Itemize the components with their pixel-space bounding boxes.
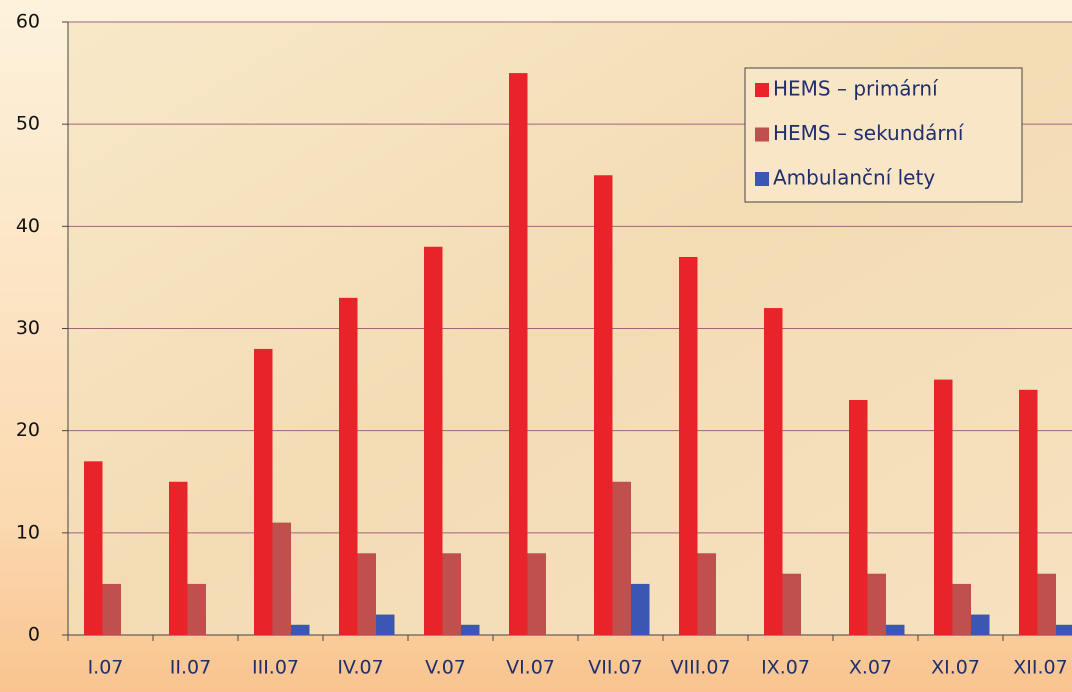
- x-tick-label: VIII.07: [670, 657, 730, 679]
- bar: [357, 553, 376, 635]
- y-tick-label: 40: [16, 215, 40, 237]
- bar: [697, 553, 716, 635]
- x-tick-label: I.07: [88, 657, 124, 679]
- bar: [84, 461, 103, 635]
- bar: [612, 481, 631, 635]
- bar: [886, 624, 905, 635]
- bar: [1019, 389, 1038, 635]
- y-tick-label: 30: [16, 317, 40, 339]
- bar: [424, 246, 443, 635]
- legend-label: Ambulanční lety: [773, 166, 935, 190]
- x-tick-label: X.07: [849, 657, 892, 679]
- bar: [849, 400, 868, 635]
- bar: [867, 573, 886, 635]
- bar: [1037, 573, 1056, 635]
- x-tick-label: IV.07: [337, 657, 383, 679]
- bar: [169, 481, 188, 635]
- legend-box: [744, 67, 1023, 203]
- y-tick-label: 20: [16, 419, 40, 441]
- bar: [679, 256, 698, 635]
- x-tick-label: IX.07: [761, 657, 810, 679]
- bar: [527, 553, 546, 635]
- bar: [254, 348, 273, 635]
- bar: [952, 583, 971, 635]
- bar: [509, 73, 528, 636]
- legend-label: HEMS – primární: [773, 77, 939, 101]
- x-tick-label: II.07: [170, 657, 211, 679]
- x-tick-label: VI.07: [506, 657, 555, 679]
- bar: [461, 624, 480, 635]
- bar: [764, 308, 783, 635]
- x-tick-label: XI.07: [931, 657, 980, 679]
- bar: [102, 583, 121, 635]
- bar: [339, 297, 358, 635]
- y-tick-label: 50: [16, 113, 40, 135]
- bar: [594, 175, 613, 635]
- bar: [971, 614, 990, 635]
- legend-swatch: [755, 127, 769, 142]
- bar: [291, 624, 310, 635]
- legend-swatch: [755, 172, 769, 186]
- legend-label: HEMS – sekundární: [773, 121, 965, 145]
- bar: [272, 522, 291, 635]
- bar: [442, 553, 461, 635]
- bar: [631, 583, 650, 635]
- bar: [376, 614, 395, 635]
- bar: [1056, 624, 1072, 635]
- y-tick-label: 10: [16, 521, 40, 543]
- x-tick-label: III.07: [252, 657, 299, 679]
- bar: [782, 573, 801, 635]
- x-tick-label: XII.07: [1013, 657, 1067, 679]
- y-tick-label: 0: [28, 624, 40, 646]
- x-tick-label: VII.07: [588, 657, 642, 679]
- bar: [187, 583, 206, 635]
- x-tick-label: V.07: [425, 657, 466, 679]
- legend-swatch: [755, 83, 769, 97]
- bar: [934, 379, 953, 635]
- y-tick-label: 60: [16, 11, 40, 33]
